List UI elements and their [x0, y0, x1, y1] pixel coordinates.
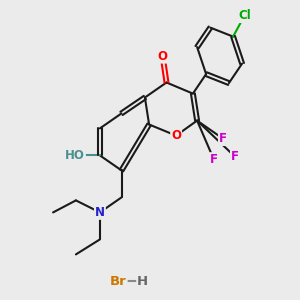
Text: F: F — [210, 153, 218, 166]
Text: O: O — [158, 50, 168, 63]
Text: HO: HO — [65, 149, 85, 162]
Text: N: N — [95, 206, 105, 219]
Text: F: F — [231, 150, 239, 163]
Text: H: H — [137, 275, 148, 288]
Text: O: O — [171, 129, 181, 142]
Text: Br: Br — [110, 275, 127, 288]
Text: Cl: Cl — [238, 9, 251, 22]
Text: F: F — [219, 132, 227, 145]
